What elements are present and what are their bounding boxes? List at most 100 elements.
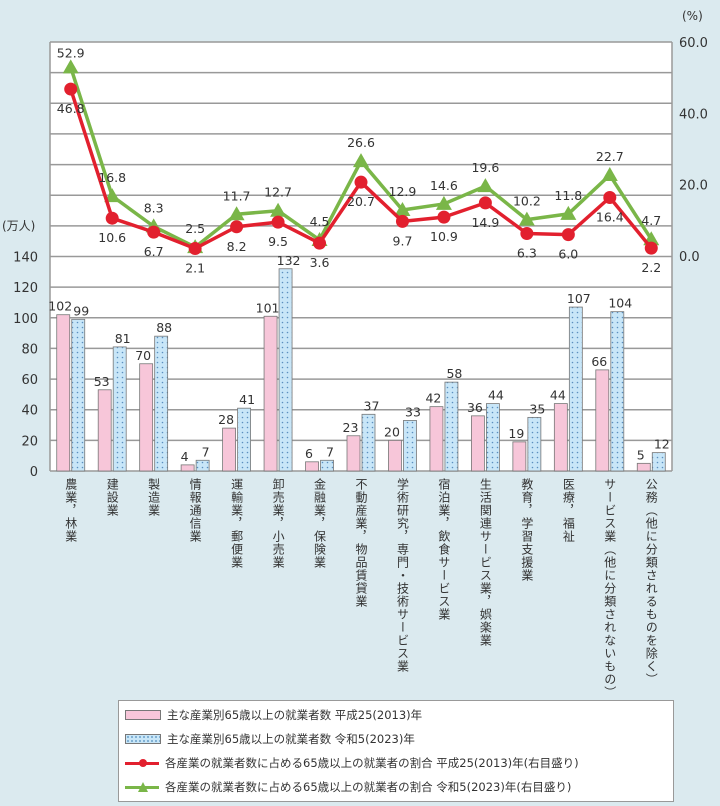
legend-item-bar-2013: 主な産業別65歳以上の就業者数 平成25(2013)年 bbox=[125, 703, 422, 727]
category-label: 運輸業，郵便業 bbox=[229, 478, 244, 569]
circle-marker bbox=[395, 214, 409, 228]
left-tick-label: 40 bbox=[21, 404, 38, 419]
bar-label-2023: 41 bbox=[239, 392, 255, 407]
circle-marker bbox=[437, 210, 451, 224]
line-label-2013: 6.7 bbox=[144, 244, 164, 259]
bar-label-2013: 70 bbox=[135, 348, 151, 363]
circle-marker bbox=[644, 241, 658, 255]
triangle-marker bbox=[228, 206, 245, 221]
circle-marker bbox=[271, 215, 285, 229]
line-label-2023: 16.8 bbox=[98, 170, 126, 185]
bar-2013 bbox=[305, 461, 319, 472]
bar-2023 bbox=[278, 268, 293, 472]
category-label: 学術研究，専門・技術サービス業 bbox=[395, 478, 410, 673]
legend-swatch-red-line bbox=[125, 758, 159, 767]
bar-2023 bbox=[195, 459, 210, 472]
circle-marker bbox=[603, 191, 617, 205]
bar-label-2023: 7 bbox=[326, 444, 334, 459]
line-label-2013: 9.5 bbox=[268, 234, 288, 249]
line-label-2023: 8.3 bbox=[144, 200, 164, 215]
legend-label: 主な産業別65歳以上の就業者数 令和5(2023)年 bbox=[167, 732, 415, 746]
category-label: 医療，福祉 bbox=[561, 478, 576, 543]
triangle-marker bbox=[560, 205, 577, 220]
line-label-2013: 46.8 bbox=[57, 101, 85, 116]
triangle-marker bbox=[601, 167, 618, 182]
bar-label-2013: 19 bbox=[508, 426, 524, 441]
bar-label-2013: 42 bbox=[425, 391, 441, 406]
bar-2023 bbox=[361, 413, 376, 472]
category-label: 生活関連サービス業，娯楽業 bbox=[478, 478, 493, 647]
line-label-2023: 11.8 bbox=[554, 188, 582, 203]
bar-label-2023: 58 bbox=[446, 366, 462, 381]
bar-2023 bbox=[651, 452, 666, 472]
line-label-2023: 14.6 bbox=[430, 178, 458, 193]
triangle-marker bbox=[62, 59, 79, 74]
line-label-2013: 3.6 bbox=[310, 255, 330, 270]
legend-label: 各産業の就業者数に占める65歳以上の就業者の割合 平成25(2013)年(右目盛… bbox=[165, 756, 579, 770]
circle-marker bbox=[478, 196, 492, 210]
line-label-2023: 12.7 bbox=[264, 185, 292, 200]
left-tick-label: 20 bbox=[21, 434, 38, 449]
bar-2013 bbox=[346, 435, 361, 472]
line-label-2023: 19.6 bbox=[471, 160, 499, 175]
right-tick-label: 60.0 bbox=[679, 36, 708, 51]
line-label-2023: 10.2 bbox=[513, 194, 541, 209]
circle-marker bbox=[230, 220, 244, 234]
circle-marker bbox=[147, 225, 161, 239]
right-tick-label: 20.0 bbox=[679, 179, 708, 194]
category-label: 宿泊業，飲食サービス業 bbox=[436, 478, 451, 621]
bar-2013 bbox=[636, 462, 651, 472]
right-tick-label: 40.0 bbox=[679, 107, 708, 122]
right-axis-unit: (%) bbox=[682, 9, 703, 23]
circle-marker bbox=[520, 227, 534, 241]
circle-marker bbox=[561, 228, 575, 242]
line-label-2023: 12.9 bbox=[389, 184, 417, 199]
circle-marker bbox=[313, 236, 327, 250]
legend-swatch-green-line bbox=[125, 781, 159, 792]
triangle-marker bbox=[104, 188, 121, 203]
triangle-marker bbox=[435, 195, 452, 210]
bar-label-2013: 53 bbox=[94, 374, 110, 389]
triangle-marker bbox=[394, 201, 411, 216]
line-label-2013: 10.6 bbox=[98, 230, 126, 245]
bar-label-2013: 5 bbox=[637, 447, 645, 462]
legend-item-line-2013: 各産業の就業者数に占める65歳以上の就業者の割合 平成25(2013)年(右目盛… bbox=[125, 751, 579, 775]
line-label-2013: 20.7 bbox=[347, 194, 375, 209]
bar-label-2023: 81 bbox=[115, 331, 131, 346]
category-label: 金融業，保険業 bbox=[312, 478, 327, 569]
bar-label-2023: 44 bbox=[488, 388, 504, 403]
circle-marker bbox=[64, 82, 78, 96]
line-label-2023: 52.9 bbox=[57, 45, 85, 60]
circle-marker bbox=[188, 242, 202, 256]
bar-label-2013: 36 bbox=[467, 400, 483, 415]
bar-2023 bbox=[485, 403, 500, 472]
line-label-2013: 6.3 bbox=[517, 246, 537, 261]
triangle-marker bbox=[518, 211, 535, 226]
line-label-2013: 6.0 bbox=[558, 247, 578, 262]
left-axis-unit: (万人) bbox=[2, 219, 35, 233]
legend-label: 各産業の就業者数に占める65歳以上の就業者の割合 令和5(2023)年(右目盛り… bbox=[165, 780, 572, 794]
line-label-2023: 11.7 bbox=[223, 188, 251, 203]
legend-swatch-pink bbox=[125, 710, 161, 720]
bar-label-2013: 4 bbox=[181, 449, 189, 464]
bar-2013 bbox=[222, 427, 237, 472]
bar-2013 bbox=[180, 464, 195, 472]
bar-label-2013: 44 bbox=[550, 388, 566, 403]
triangle-marker bbox=[353, 153, 369, 168]
bar-2013 bbox=[388, 439, 402, 472]
left-tick-label: 80 bbox=[21, 342, 38, 357]
legend-item-bar-2023: 主な産業別65歳以上の就業者数 令和5(2023)年 bbox=[125, 727, 415, 751]
bar-label-2013: 28 bbox=[218, 412, 234, 427]
category-label: 不動産業，物品賃貸業 bbox=[354, 478, 368, 608]
bar-label-2013: 66 bbox=[591, 354, 607, 369]
bar-2013 bbox=[595, 369, 610, 472]
triangle-marker-icon bbox=[138, 781, 148, 792]
bar-label-2013: 102 bbox=[48, 299, 72, 314]
bar-2013 bbox=[429, 406, 444, 472]
triangle-marker bbox=[477, 178, 494, 193]
bar-label-2023: 107 bbox=[567, 291, 591, 306]
legend-swatch-blue bbox=[125, 734, 161, 744]
legend: 主な産業別65歳以上の就業者数 平成25(2013)年 主な産業別65歳以上の就… bbox=[118, 700, 674, 802]
left-tick-label: 100 bbox=[13, 312, 38, 327]
